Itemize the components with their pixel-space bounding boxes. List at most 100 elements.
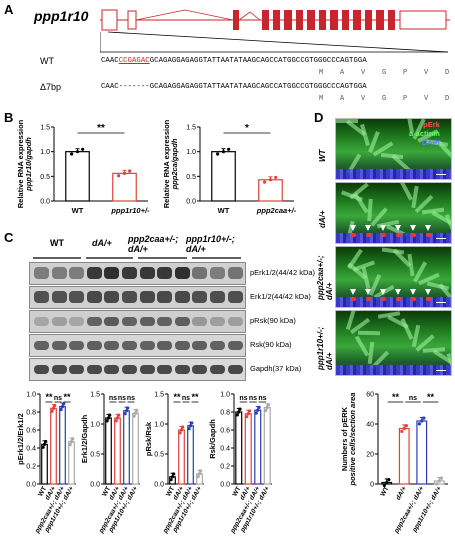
sig-label: ns [249, 395, 257, 402]
y-axis-label: Erk1/2/Gapdh [80, 414, 89, 463]
data-point [42, 442, 47, 446]
scale-bar [436, 237, 446, 239]
blot-band [192, 365, 208, 374]
blot-band [122, 267, 137, 279]
blot-label-gapdh: Gapdh(37 kDa) [250, 364, 302, 373]
wt-seq-pre: CAAC [101, 57, 119, 65]
y-axis-label: Numbers of pERK [340, 406, 349, 471]
blot-band [122, 317, 137, 326]
data-point [178, 431, 182, 435]
blot-band [192, 317, 208, 326]
data-point [60, 405, 65, 409]
perk-positive-cell [381, 233, 386, 237]
blot-band [174, 291, 190, 303]
bar [258, 179, 283, 202]
data-point [81, 147, 85, 151]
y-tick-label: 1.5 [90, 392, 100, 399]
y-tick-label: 0.0 [90, 482, 100, 489]
data-point [266, 403, 271, 407]
perk-positive-cell [426, 297, 431, 301]
y-tick-label: 0.0 [154, 482, 164, 489]
micro-label-ppp1r10-da: ppp1r10+/-; dA/+ [316, 326, 334, 370]
data-point [274, 175, 278, 180]
blot-band [86, 291, 102, 303]
data-point [402, 426, 406, 431]
gene-structure-diagram [100, 9, 450, 53]
dapi-layer [336, 233, 451, 243]
mut-sequence: CAAC-------GCAGAGGAGAGGTATTAATATAAGCAGCC… [101, 83, 367, 91]
y-tick-label: 1.0 [90, 422, 100, 429]
data-point [254, 411, 258, 415]
data-point [70, 152, 74, 156]
genotype-ppp2caa-da: ppp2caa+/-; dA/+ [128, 234, 179, 254]
blot-band [51, 365, 67, 374]
y-tick-label: 0.0 [40, 199, 50, 206]
blot-band [157, 365, 173, 374]
data-point [417, 422, 421, 426]
blot-band [86, 365, 102, 374]
perk-arrowhead [380, 289, 386, 295]
perk-arrowhead [395, 225, 401, 231]
blot-band [34, 317, 49, 326]
perk-arrowhead [380, 225, 386, 231]
data-point [117, 413, 121, 417]
bar [416, 420, 428, 485]
data-point [246, 412, 250, 416]
category-label: WT [165, 485, 176, 497]
bar [178, 429, 185, 485]
legend-perk: pErk [423, 120, 440, 129]
y-tick-label: 0.0 [220, 482, 230, 489]
data-point [235, 413, 239, 417]
blot-perk [29, 262, 246, 285]
category-label: WT [218, 206, 230, 215]
blot-band [51, 267, 67, 279]
y-tick-label: 0.0 [186, 199, 196, 206]
data-point [68, 442, 72, 447]
muscle-fiber [407, 253, 415, 277]
muscle-fiber [357, 330, 381, 336]
y-tick-label: 0.4 [26, 446, 36, 453]
blot-label-prsk: pRsk(90 kDa) [250, 316, 296, 325]
y-axis-label: ppp1r10/gapdh [24, 137, 33, 192]
blot-band [192, 341, 208, 350]
gene-name: ppp1r10 [34, 8, 89, 24]
y-tick-label: 0.6 [220, 428, 230, 435]
genotype-ppp1r10-da: ppp1r10+/-; dA/+ [186, 234, 235, 254]
blot-band [69, 267, 85, 279]
dapi-layer [336, 297, 451, 307]
y-tick-label: 1.0 [40, 149, 50, 156]
data-point [44, 439, 48, 444]
sig-label: ns [118, 395, 126, 402]
sig-label: ns [109, 395, 117, 402]
blot-band [69, 341, 85, 350]
data-point [114, 419, 118, 423]
perk-positive-cell [381, 297, 386, 301]
muscle-fiber [411, 185, 419, 209]
sig-label: ** [63, 392, 71, 402]
bar [244, 413, 252, 485]
data-point [190, 421, 194, 425]
muscle-fiber [399, 183, 413, 201]
y-tick-label: 0.6 [26, 428, 36, 435]
data-point [422, 416, 426, 420]
blot-band [122, 341, 137, 350]
data-point [400, 429, 404, 433]
mut-amino-acids: M A V G P V D [319, 95, 450, 103]
data-point [181, 425, 185, 429]
category-label: WT [101, 485, 112, 497]
perk-arrowhead [365, 225, 371, 231]
muscle-fiber [354, 335, 370, 357]
scale-bar [436, 173, 446, 175]
y-tick-label: 20 [366, 452, 374, 459]
data-point [71, 437, 75, 441]
blot-band [174, 365, 190, 374]
bar [235, 411, 243, 485]
blot-band [227, 267, 243, 279]
y-tick-label: 0.5 [90, 452, 100, 459]
y-tick-label: 1.0 [186, 149, 196, 156]
perk-arrowhead [410, 289, 416, 295]
genotype-bars [33, 257, 241, 259]
